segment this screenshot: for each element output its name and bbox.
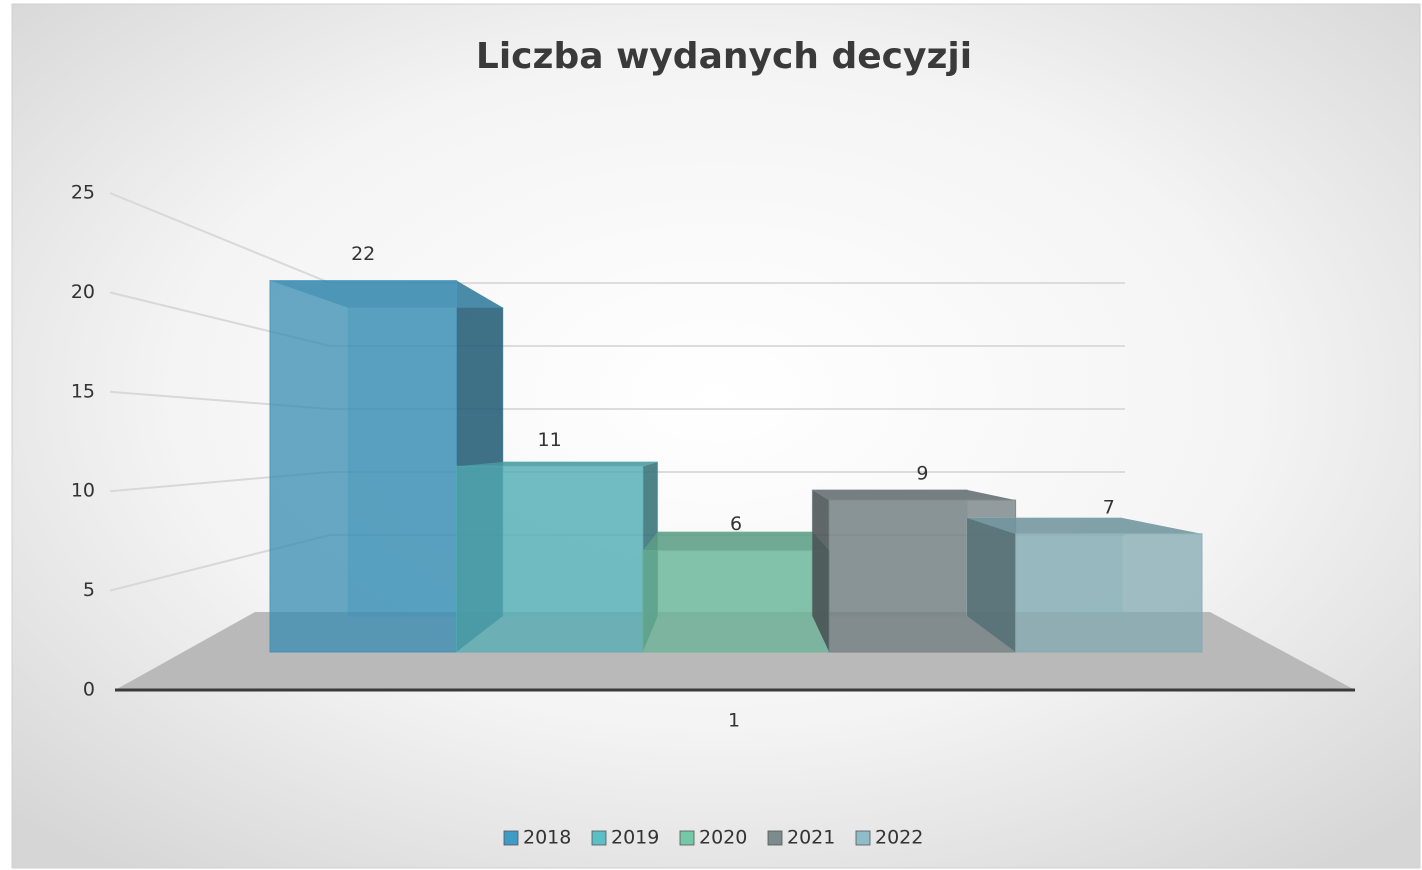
legend-swatch [679, 830, 695, 846]
plot-area: 0 5 10 15 20 25 22 11 6 9 7 1 [71, 182, 1355, 732]
legend-label: 2019 [611, 827, 659, 849]
legend-label: 2022 [875, 827, 923, 849]
data-label: 9 [916, 463, 928, 485]
data-label: 6 [730, 513, 742, 535]
bar-top [456, 461, 658, 467]
data-label: 22 [351, 243, 375, 265]
y-tick-label: 25 [71, 182, 95, 204]
bar [642, 531, 830, 653]
legend-label: 2021 [787, 827, 835, 849]
grid-line [109, 192, 331, 284]
bar-front [269, 280, 457, 653]
legend-swatch [591, 830, 607, 846]
legend-swatch [503, 830, 519, 846]
bar-front [455, 465, 644, 653]
chart-title: Liczba wydanych decyzji [476, 36, 972, 77]
bar-top [967, 517, 1202, 534]
y-tick-label: 5 [83, 579, 95, 601]
bar-front [642, 550, 830, 653]
y-tick-label: 20 [71, 281, 95, 303]
x-tick-label: 1 [728, 710, 740, 732]
chart-background [11, 3, 1421, 869]
bar-side [967, 517, 1016, 652]
legend: 2018 2019 2020 2021 2022 [503, 827, 923, 849]
bar [966, 517, 1203, 653]
bar [455, 461, 659, 653]
bar-front [1015, 533, 1203, 653]
bar-side [812, 489, 830, 652]
legend-label: 2018 [523, 827, 571, 849]
data-label: 11 [538, 429, 562, 451]
y-tick-label: 10 [71, 480, 95, 502]
legend-label: 2020 [699, 827, 747, 849]
bar-top [812, 489, 1016, 501]
y-tick-label: 15 [71, 380, 95, 402]
bar-top [642, 531, 830, 551]
y-tick-label: 0 [83, 679, 95, 701]
legend-swatch [855, 830, 871, 846]
data-label: 7 [1103, 496, 1115, 518]
legend-swatch [767, 830, 783, 846]
